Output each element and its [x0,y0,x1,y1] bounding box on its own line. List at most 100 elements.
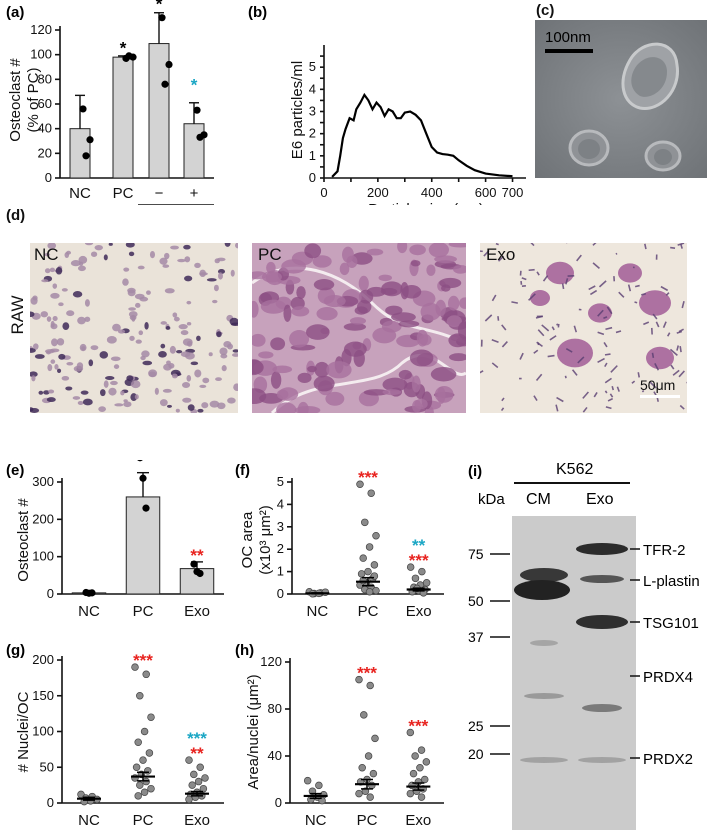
cell [216,331,222,338]
data-point [361,518,369,527]
marker-37: 37 [468,629,484,645]
blot-membrane [512,516,636,830]
cell [609,393,614,398]
nucleus [372,327,397,344]
band-label-lplastin: L-plastin [643,573,700,590]
nucleus [416,329,429,347]
row-label-raw: RAW [8,295,27,335]
data-point [88,589,96,597]
cell [676,330,683,334]
cell [158,351,167,358]
data-point [307,795,315,804]
nucleus [291,306,310,317]
nucleus [313,279,335,291]
cell [533,349,539,354]
cell [660,285,669,292]
cell [55,267,63,275]
nucleus [252,300,259,318]
cell [604,353,611,356]
exosome-vesicle [568,129,610,167]
cell [480,370,484,374]
cell [484,314,493,322]
cell [120,390,125,396]
cell [106,335,117,344]
cell [576,254,582,262]
osteoclast [639,290,671,316]
cell [605,326,613,331]
cell [154,387,159,395]
data-point [411,752,419,760]
nucleus [252,359,264,376]
x-tick-label: 0 [320,185,327,200]
nucleus [430,367,457,382]
data-point [131,663,139,671]
bar [183,123,205,179]
cell [497,255,505,262]
data-point [82,152,90,160]
significance-star: * [120,39,127,58]
cell [110,356,121,362]
cell [130,380,141,389]
cell [182,397,192,403]
cell [76,362,84,370]
cell [528,293,536,301]
cell [603,316,608,320]
cell [50,323,58,330]
cell [501,397,505,402]
nucleus [252,388,267,405]
cell [110,380,118,386]
cell [169,345,176,354]
cell [556,396,564,403]
band-exo-lplastin [580,575,624,583]
cell [491,339,499,343]
band-exo-tfr2 [576,543,628,555]
cell [561,283,565,290]
cell [641,389,645,393]
cell [30,348,36,353]
x-tick-label: Exo [184,812,210,829]
cell [84,299,90,307]
y-tick-label: 40 [38,121,52,136]
cell [530,243,535,247]
data-point [140,788,149,797]
cell [196,335,201,342]
bar [125,496,161,595]
panel-label-a: (a) [6,4,24,21]
nucleus [289,330,310,348]
scalebar-label-50um: 50μm [640,377,676,393]
cell [135,302,141,308]
cell [208,352,213,357]
cell [34,354,45,359]
cell [577,356,585,364]
x-tick-label: 600 [475,185,497,200]
data-point [372,586,380,595]
cell [233,383,238,392]
cell [84,316,91,322]
cell [65,386,73,391]
data-point [315,781,323,790]
y-tick-label: 3 [309,104,316,119]
y-axis-label: Area/nuclei (μm²) [245,674,262,789]
cell [565,347,573,353]
cell [58,353,66,360]
y-tick-label: 150 [32,688,54,703]
cell [589,289,598,296]
nucleus [447,295,460,311]
nucleus [316,306,338,321]
cell [164,252,170,260]
nucleus [276,389,289,400]
x-tick-label: NC [306,603,328,620]
nucleus [366,286,386,297]
cell [634,301,638,304]
cell [588,285,596,291]
panel-label-h: (h) [235,642,254,659]
band-cm-faint [530,640,558,646]
cell [78,255,88,264]
cell [172,312,178,318]
nucleus [382,389,402,396]
data-point [188,781,196,789]
cell [582,406,588,413]
nucleus [378,274,392,282]
data-point [406,728,415,737]
